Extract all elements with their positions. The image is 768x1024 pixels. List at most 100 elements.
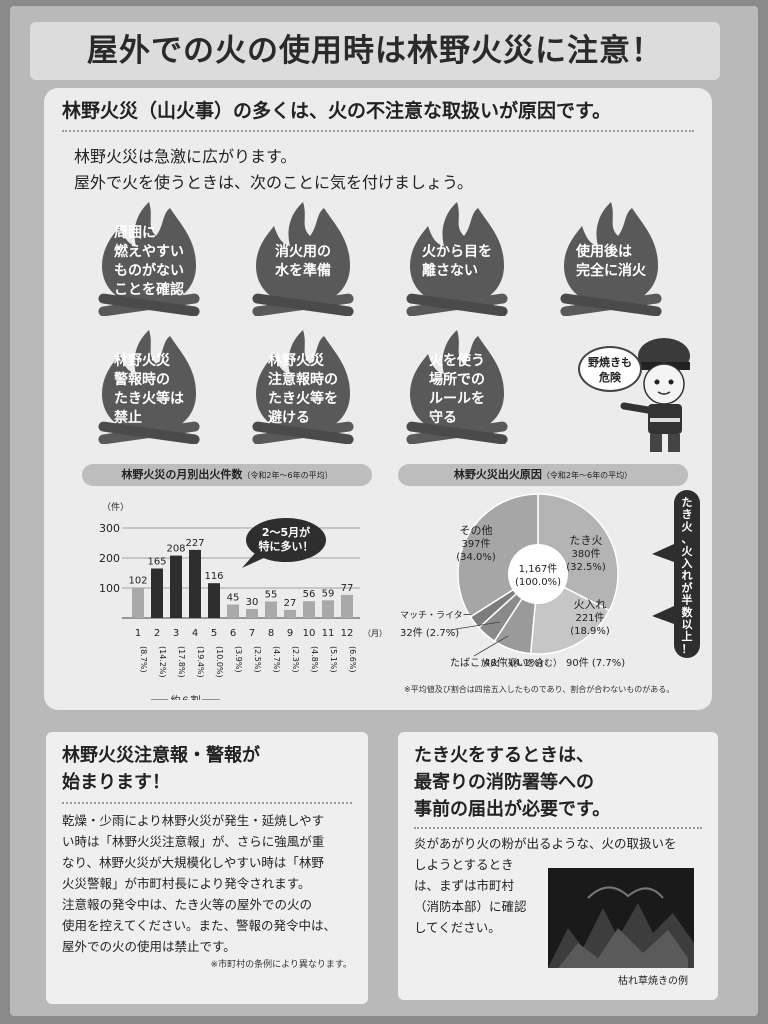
bar: [170, 555, 182, 618]
slice-count: 397件: [461, 538, 490, 550]
callout-char: れ: [682, 569, 693, 582]
alert-box: 林野火災注意報・警報が 始まります！ 乾燥・少雨により林野火災が発生・延焼しやす…: [46, 732, 368, 1004]
bar-chart-title-text: 林野火災の月別出火件数: [121, 468, 243, 481]
callout-char: 火: [682, 545, 694, 558]
bar: [284, 609, 296, 618]
bar: [303, 601, 315, 618]
main-panel: 林野火災（山火事）の多くは、火の不注意な取扱いが原因です。 林野火災は急激に広が…: [44, 88, 712, 710]
alert-body-line: 乾燥・少雨により林野火災が発生・延焼しやす: [62, 813, 325, 828]
bar-chart-title: 林野火災の月別出火件数（令和2年～6年の平均）: [82, 464, 372, 486]
pie-chart-title-text: 林野火災出火原因: [453, 468, 542, 481]
x-tick-label: 4: [192, 628, 198, 639]
mascot-speech-bubble: 野焼きも 危険: [578, 346, 642, 392]
alert-body-line: なり、林野火災が大規模化しやすい時は「林野: [62, 855, 324, 870]
tip-fire-7: 火を使う 場所での ルールを 守る: [392, 324, 522, 444]
slice-percent: (34.0%): [456, 552, 496, 563]
x-tick-label: 9: [287, 628, 293, 639]
bar-percent-label: (3.9%): [234, 646, 243, 673]
page-title: 屋外での火の使用時は林野火災に注意！: [30, 22, 720, 80]
bar-percent-label: (8.7%): [139, 646, 148, 673]
tip-fire-2: 消火用の 水を準備: [238, 196, 368, 316]
bar-value-label: 45: [227, 593, 240, 604]
callout-char: が: [682, 580, 693, 594]
bar-percent-label: (4.8%): [310, 646, 319, 673]
group-label: 約６割: [171, 694, 201, 700]
flame-icon: [98, 330, 200, 444]
x-axis-unit: （月）: [363, 629, 382, 638]
notify-body-line: は、まずは市町村: [414, 878, 515, 893]
notify-body-line: しようとするとき: [414, 857, 514, 872]
bar: [208, 583, 220, 618]
alert-body-line: 使用を控えてください。また、警報の発令中は、: [62, 918, 337, 933]
bar-percent-label: (19.4%): [196, 646, 205, 678]
tip-fire-4: 使用後は 完全に消火: [546, 196, 676, 316]
callout-char: 半: [682, 593, 693, 607]
intro-line: 林野火災は急激に広がります。: [74, 147, 297, 166]
callout-char: 入: [682, 557, 693, 570]
notify-title-line: 最寄りの消防署等への: [414, 772, 594, 793]
pie-chart-title: 林野火災出火原因（令和2年～6年の平均）: [398, 464, 688, 486]
bar: [265, 601, 277, 618]
slice-label: 放火（疑いを含む）: [481, 657, 562, 669]
alert-body-line: 火災警報」が市町村長により発令されます。: [62, 876, 311, 891]
bar-value-label: 30: [246, 597, 259, 608]
slice-count: 48件 (4.1%): [484, 657, 543, 669]
callout-text: 2～5月が: [262, 525, 310, 539]
bar-chart-title-note: （令和2年～6年の平均）: [242, 471, 333, 480]
slice-label: たき火: [570, 534, 603, 547]
x-tick-label: 2: [154, 628, 160, 639]
tip-text: 林野火災 警報時の たき火等は 禁止: [114, 353, 184, 426]
slice-label: マッチ・ライター: [400, 610, 472, 621]
pie-chart-title-note: （令和2年～6年の平均）: [541, 471, 633, 480]
bar-percent-label: (17.8%): [177, 646, 186, 678]
x-tick-label: 5: [211, 628, 217, 639]
flame-icon: [252, 202, 354, 316]
callout-char: た: [682, 496, 693, 509]
bar: [322, 600, 334, 618]
pie-total: 1,167件: [519, 563, 558, 575]
notify-title-line: たき火をするときは、: [414, 745, 594, 766]
x-tick-label: 12: [341, 628, 354, 639]
footnote: ※平均値及び割合は四捨五入したものであり、割合が合わないものがある。: [404, 685, 675, 694]
callout-char: 以: [682, 618, 693, 631]
pie-center: [508, 544, 568, 604]
notify-title-line: 事前の届出が必要です。: [414, 799, 611, 820]
firefighter-mascot-icon: [620, 338, 690, 452]
bar: [227, 604, 239, 618]
grass-burning-photo: [548, 868, 694, 968]
monthly-fires-bar-chart: （件） 100 200 300 102 1 (8.7%) 165 2 (14.2%) 208 3 (17…: [99, 501, 382, 700]
bar-value-label: 59: [322, 588, 335, 599]
intro-line: 屋外で火を使うときは、次のことに気を付けましょう。: [74, 173, 474, 192]
photo-caption: 枯れ草焼きの例: [618, 976, 688, 987]
bar: [132, 587, 144, 618]
bar-percent-label: (2.3%): [291, 646, 300, 673]
tip-fire-6: 林野火災 注意報時の たき火等を 避ける: [238, 324, 368, 444]
tip-text: 林野火災 注意報時の たき火等を 避ける: [268, 353, 338, 426]
pie-total-percent: (100.0%): [515, 577, 561, 588]
divider: [62, 130, 694, 132]
intro-text: 林野火災は急激に広がります。 屋外で火を使うときは、次のことに気を付けましょう。: [74, 144, 473, 196]
x-tick-label: 8: [268, 628, 274, 639]
callout-text: 特に多い！: [259, 539, 314, 553]
bar: [189, 549, 201, 618]
bar-percent-label: (10.0%): [215, 646, 224, 678]
tip-fire-1: 周囲に 燃えやすい ものがない ことを確認: [84, 196, 214, 316]
y-tick-label: 100: [99, 582, 120, 595]
notify-body-line: 炎があがり火の粉が出るような、火の取扱いを: [414, 836, 677, 851]
slice-label: その他: [460, 524, 493, 537]
leader-line: [473, 635, 509, 657]
slice-count: 90件 (7.7%): [566, 657, 625, 669]
bar-percent-label: (4.7%): [272, 646, 281, 673]
y-tick-label: 200: [99, 552, 120, 565]
flame-icon: [560, 202, 662, 316]
tip-text: 使用後は 完全に消火: [576, 244, 646, 279]
bar-value-label: 102: [128, 575, 147, 586]
slice-count: 380件: [571, 548, 600, 560]
alert-body-line: い時は「林野火災注意報」が、さらに強風が重: [62, 834, 325, 849]
alert-body-line: 屋外での火の使用は禁止です。: [62, 939, 236, 954]
alert-note: ※市町村の条例により異なります。: [210, 960, 352, 970]
cause-heading: 林野火災（山火事）の多くは、火の不注意な取扱いが原因です。: [62, 100, 612, 122]
x-tick-label: 7: [249, 628, 255, 639]
y-axis-unit: （件）: [102, 501, 129, 513]
flame-icon: [406, 330, 508, 444]
